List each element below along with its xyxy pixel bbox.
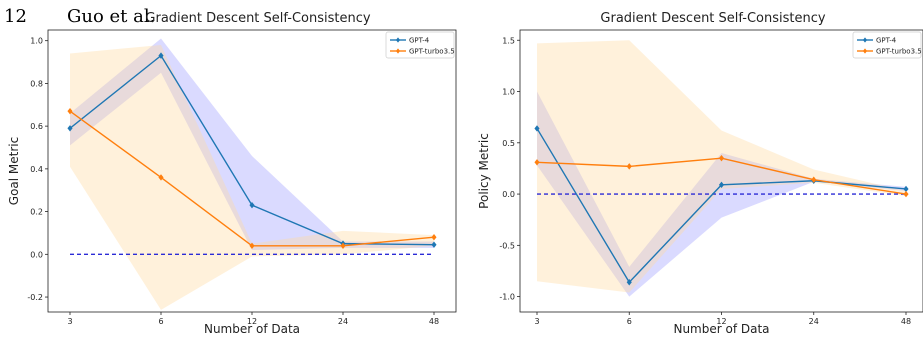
data-point <box>67 125 73 132</box>
data-point <box>158 174 164 181</box>
legend-label: GPT-turbo3.5 <box>876 48 922 56</box>
x-tick-label: 24 <box>338 317 348 326</box>
data-point <box>534 159 540 166</box>
x-axis-label: Number of Data <box>204 322 300 336</box>
y-tick-label: 1.0 <box>502 88 515 97</box>
legend-label: GPT-4 <box>876 37 897 45</box>
legend-label: GPT-4 <box>409 37 430 45</box>
x-axis-label: Number of Data <box>673 322 769 336</box>
data-point <box>534 125 540 132</box>
x-tick-label: 6 <box>627 317 632 326</box>
data-point <box>431 234 437 241</box>
data-point <box>626 279 632 286</box>
y-axis-label: Policy Metric <box>477 133 491 209</box>
data-point <box>340 242 346 249</box>
chart-title: Gradient Descent Self-Consistency <box>600 11 825 26</box>
y-tick-label: 0.2 <box>30 208 43 217</box>
y-tick-label: 0.0 <box>502 190 515 199</box>
data-point <box>903 185 909 193</box>
page-number: 12 <box>4 6 27 27</box>
legend-marker <box>395 37 401 43</box>
x-tick-label: 48 <box>901 317 911 326</box>
y-tick-label: -0.2 <box>27 293 43 302</box>
y-tick-label: 0.0 <box>30 250 43 259</box>
data-point <box>718 154 725 162</box>
data-point <box>626 163 632 170</box>
x-tick-label: 12 <box>716 317 726 326</box>
legend-marker <box>395 48 401 54</box>
chart-title: Gradient Descent Self-Consistency <box>145 11 370 26</box>
page-author: Guo et al. <box>67 6 156 27</box>
x-tick-label: 3 <box>534 317 539 326</box>
y-tick-label: 1.0 <box>30 37 43 46</box>
chart-2: 3 6 12 24 48 -1.0 -0.5 0.0 0.5 1.0 1.5 Gradient Des… <box>477 11 923 336</box>
data-point <box>158 52 164 59</box>
data-point <box>903 190 909 198</box>
data-point <box>67 107 73 115</box>
legend-label: GPT-turbo3.5 <box>409 48 455 56</box>
y-axis-label: Goal Metric <box>7 137 21 205</box>
data-point <box>249 201 255 209</box>
x-tick-label: 3 <box>67 317 72 326</box>
data-point <box>431 241 437 248</box>
chart-1: 3 6 12 24 48 -0.2 0.0 0.2 0.4 0.6 0.8 1.0 Gradient D… <box>7 11 457 336</box>
data-point <box>811 176 817 183</box>
y-tick-label: 1.5 <box>502 36 515 45</box>
confidence-band <box>537 40 906 293</box>
y-tick-label: 0.8 <box>30 79 43 88</box>
data-point <box>249 242 255 249</box>
x-tick-label: 24 <box>809 317 819 326</box>
y-tick-label: 0.5 <box>502 139 515 148</box>
legend-marker <box>862 48 868 54</box>
y-tick-label: 0.4 <box>30 165 43 174</box>
x-tick-label: 6 <box>158 317 163 326</box>
data-point <box>718 181 725 189</box>
y-tick-label: -0.5 <box>499 241 515 250</box>
legend-marker <box>862 37 868 43</box>
y-tick-label: -1.0 <box>499 293 515 302</box>
x-tick-label: 48 <box>429 317 439 326</box>
y-tick-label: 0.6 <box>30 122 43 131</box>
x-tick-label: 12 <box>247 317 257 326</box>
